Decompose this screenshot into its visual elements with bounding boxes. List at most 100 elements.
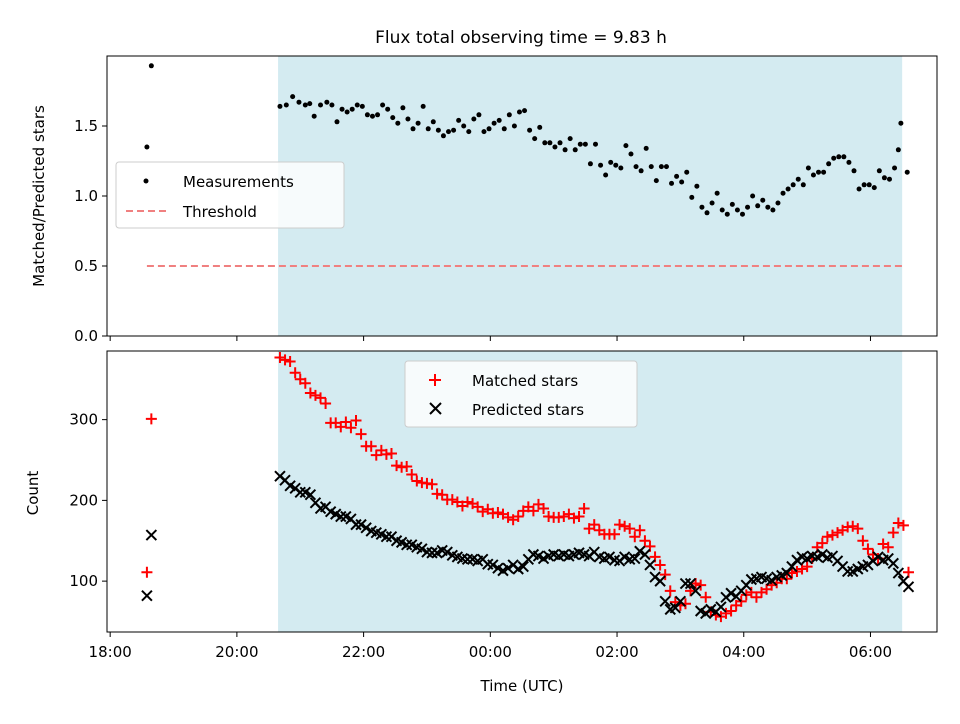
predicted-star-point <box>145 529 158 541</box>
matched-star-point <box>816 537 828 549</box>
measurement-point <box>821 169 827 175</box>
matched-star-point <box>897 519 909 531</box>
measurement-point <box>501 126 507 132</box>
measurement-point <box>729 201 735 207</box>
measurement-point <box>790 182 796 188</box>
measurement-point <box>770 207 776 213</box>
measurement-point <box>537 124 543 130</box>
measurement-point <box>420 103 426 109</box>
matched-star-point <box>745 586 757 598</box>
legend-measurements-label: Measurements <box>183 173 294 191</box>
measurement-point <box>587 161 593 167</box>
measurement-point <box>506 112 512 118</box>
matched-star-point <box>882 541 894 553</box>
top-y-axis-label: Matched/Predicted stars <box>30 105 48 287</box>
matched-star-point <box>279 354 291 366</box>
measurement-point <box>476 112 482 118</box>
top-observing-window <box>278 56 903 336</box>
matched-star-point <box>284 355 296 367</box>
measurement-point <box>354 102 360 108</box>
top-y-tick-label: 1.5 <box>74 117 98 135</box>
legend-measurements-marker <box>143 178 149 184</box>
legend-matched-label: Matched stars <box>472 372 578 390</box>
measurement-point <box>486 126 492 132</box>
measurement-point <box>283 102 289 108</box>
bottom-x-tick-label: 18:00 <box>89 643 132 661</box>
matched-star-point <box>720 607 732 619</box>
measurement-point <box>277 103 283 109</box>
measurement-point <box>674 173 680 179</box>
measurement-point <box>826 161 832 167</box>
predicted-star-point <box>461 553 474 566</box>
bottom-y-tick-label: 100 <box>69 572 98 590</box>
measurement-point <box>881 175 887 181</box>
measurement-point <box>658 164 664 170</box>
matched-star-point <box>750 591 762 603</box>
bottom-y-tick-label: 300 <box>69 411 98 429</box>
measurement-point <box>805 165 811 171</box>
predicted-star-point <box>426 547 438 559</box>
measurement-point <box>547 140 553 146</box>
matched-star-point <box>725 605 737 617</box>
top-y-tick-label: 1.0 <box>74 187 98 205</box>
measurement-point <box>491 120 497 126</box>
measurement-point <box>775 200 781 206</box>
matched-star-point <box>141 566 153 578</box>
measurement-point <box>471 116 477 122</box>
bottom-x-ticks: 18:00 20:00 22:00 00:00 02:00 04:00 06:00 <box>89 632 892 661</box>
measurement-point <box>755 203 761 209</box>
predicted-star-point <box>674 595 687 608</box>
measurement-point <box>810 172 816 178</box>
top-y-ticks: 0.0 0.5 1.0 1.5 <box>74 117 107 345</box>
matched-star-point <box>781 573 793 585</box>
measurement-point <box>511 123 517 129</box>
top-y-tick-label: 0.5 <box>74 257 98 275</box>
measurement-point <box>598 162 604 168</box>
matched-star-point <box>573 511 585 523</box>
measurement-point <box>425 126 431 132</box>
bottom-panel: 100 200 300 18:00 20:00 22:00 00:00 02:00 04:00… <box>24 350 938 695</box>
measurement-point <box>440 133 446 139</box>
measurement-point <box>349 106 355 112</box>
measurement-point <box>831 155 837 161</box>
matched-star-point <box>492 506 504 518</box>
measurement-point <box>364 112 370 118</box>
measurement-point <box>679 179 685 185</box>
matched-star-point <box>446 494 458 506</box>
matched-star-point <box>624 523 636 535</box>
matched-star-point <box>801 561 813 573</box>
measurement-point <box>522 108 528 114</box>
measurement-point <box>296 99 302 105</box>
measurement-point <box>410 126 416 132</box>
predicted-star-point <box>791 554 803 566</box>
measurement-point <box>795 176 801 182</box>
predicted-star-point <box>765 574 778 587</box>
top-x-ticks <box>109 336 871 341</box>
measurement-point <box>892 165 898 171</box>
predicted-star-point <box>634 545 646 557</box>
chart-title: Flux total observing time = 9.83 h <box>375 28 667 48</box>
matched-star-point <box>629 531 641 543</box>
matched-star-point <box>350 414 362 426</box>
predicted-star-point <box>360 522 372 534</box>
matched-star-point <box>274 351 286 363</box>
measurement-point <box>689 194 695 200</box>
measurement-point <box>369 113 375 119</box>
matched-star-point <box>335 421 347 433</box>
matched-stars-points <box>141 351 914 623</box>
measurement-point <box>567 136 573 142</box>
predicted-star-point <box>684 577 697 590</box>
measurement-point <box>456 117 462 123</box>
matched-star-point <box>462 496 474 508</box>
predicted-star-point <box>629 552 641 565</box>
measurement-point <box>532 136 538 142</box>
measurement-point <box>516 109 522 115</box>
bottom-axes-frame <box>106 350 938 633</box>
top-axes-frame <box>106 55 938 337</box>
matched-star-point <box>902 566 914 578</box>
matched-star-point <box>796 563 808 575</box>
measurement-point <box>334 119 340 125</box>
predicted-star-point <box>659 595 671 608</box>
matched-star-point <box>436 489 448 501</box>
measurement-point <box>856 186 862 192</box>
